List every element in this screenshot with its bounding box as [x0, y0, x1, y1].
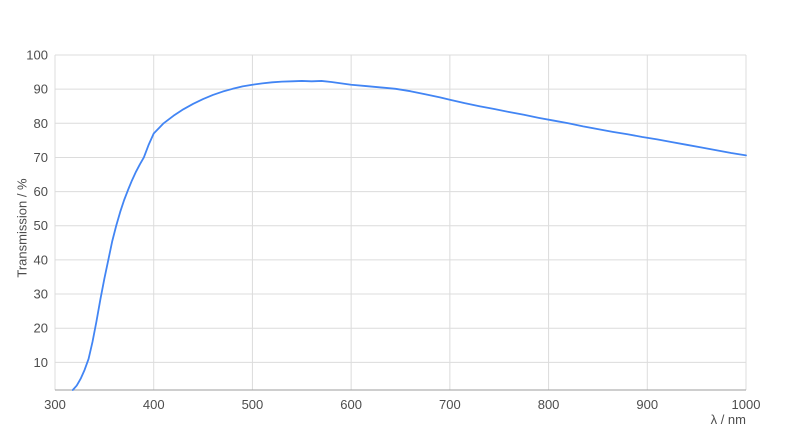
y-tick-label: 60 — [34, 184, 48, 199]
y-tick-label: 10 — [34, 355, 48, 370]
x-tick-label: 700 — [439, 397, 461, 412]
x-tick-label: 400 — [143, 397, 165, 412]
x-tick-label: 1000 — [732, 397, 761, 412]
y-tick-label: 90 — [34, 82, 48, 97]
y-tick-label: 100 — [26, 48, 48, 63]
x-tick-label: 800 — [538, 397, 560, 412]
y-tick-label: 70 — [34, 150, 48, 165]
x-tick-label: 500 — [242, 397, 264, 412]
x-tick-label: 600 — [340, 397, 362, 412]
y-tick-label: 80 — [34, 116, 48, 131]
y-tick-label: 20 — [34, 321, 48, 336]
transmission-curve — [71, 80, 747, 391]
y-tick-label: 40 — [34, 252, 48, 267]
y-axis-title: Transmission / % — [14, 178, 30, 278]
y-tick-label: 30 — [34, 287, 48, 302]
x-tick-label: 900 — [636, 397, 658, 412]
x-axis-title: λ / nm — [710, 412, 746, 427]
y-tick-label: 50 — [34, 218, 48, 233]
x-tick-label: 300 — [44, 397, 66, 412]
